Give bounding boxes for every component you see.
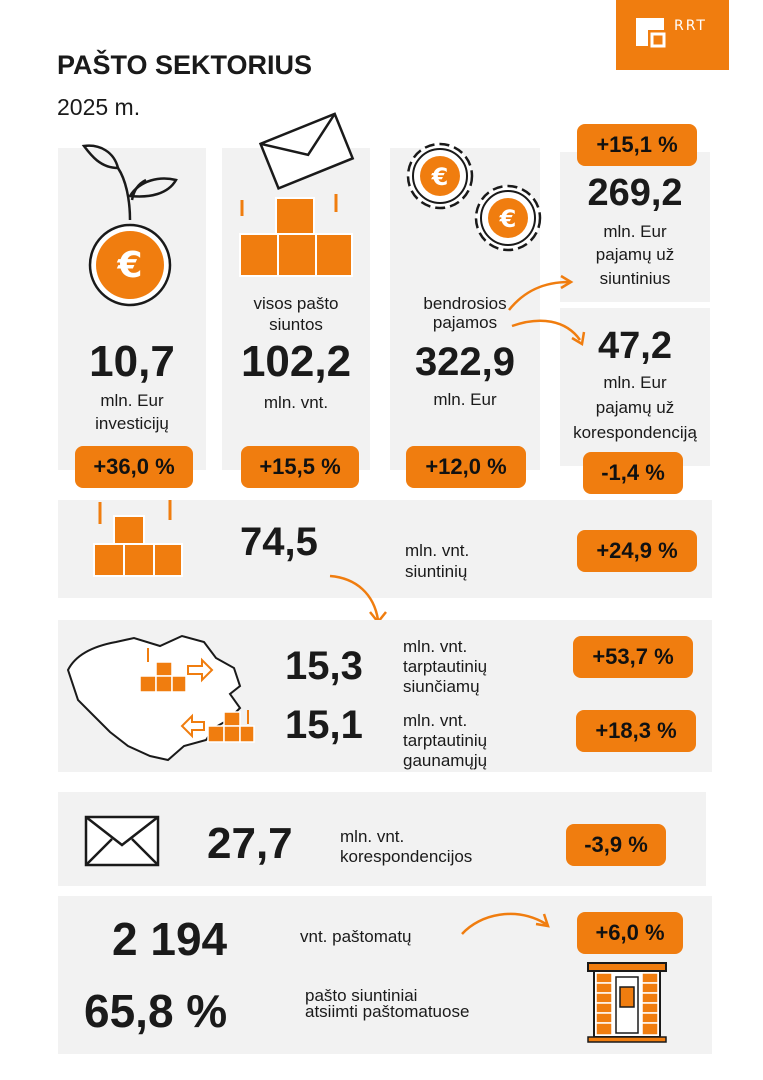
investments-change-badge: +36,0 % — [75, 446, 193, 488]
international-sent-label-3: siunčiamų — [403, 677, 480, 696]
boxes-icon — [93, 500, 183, 577]
logo-text: RRT — [674, 18, 707, 34]
parcel-revenue-change-badge: +15,1 % — [577, 124, 697, 166]
investments-label-1: mln. Eur — [100, 391, 164, 410]
parcels-change-badge: +24,9 % — [577, 530, 697, 572]
revenue-label: mln. Eur — [433, 390, 497, 409]
parcels-value: 74,5 — [240, 520, 318, 564]
international-received-label-3: gaunamųjų — [403, 751, 488, 770]
revenue-value: 322,9 — [414, 340, 516, 384]
parcels-label-2: siuntinių — [405, 562, 468, 581]
lockers-share-label-2: atsiimti paštomatuose — [305, 1002, 470, 1021]
parcels-label-1: mln. vnt. — [405, 541, 470, 560]
lockers-share-label-1: pašto siuntiniai — [305, 986, 418, 1005]
lockers-share-value: 65,8 % — [84, 985, 228, 1037]
logo-mark-icon — [636, 18, 666, 48]
sprout-euro-icon: € — [81, 144, 178, 307]
arrow-to-correspondence-revenue-icon — [511, 319, 586, 347]
parcel-revenue-label-3: siuntinius — [599, 269, 671, 288]
parcel-revenue-value: 269,2 — [587, 172, 683, 214]
revenue-change-badge: +12,0 % — [406, 446, 526, 488]
correspondence-label-1: mln. vnt. — [340, 827, 405, 846]
investments-panel — [58, 148, 206, 470]
rrt-logo: RRT — [616, 0, 729, 70]
lithuania-map-icon — [66, 634, 255, 762]
envelope-boxes-icon — [239, 112, 355, 277]
page-title: PAŠTO SEKTORIUS — [57, 50, 313, 80]
international-received-change-badge: +18,3 % — [576, 710, 696, 752]
parcel-lockers-label: vnt. paštomatų — [300, 927, 412, 946]
international-sent-value: 15,3 — [285, 644, 363, 688]
arrow-to-lockers-change-icon — [461, 912, 550, 935]
investments-value: 10,7 — [89, 337, 175, 386]
international-received-label-1: mln. vnt. — [403, 711, 468, 730]
correspondence-revenue-label-2: pajamų už — [595, 398, 675, 417]
svg-text:€: € — [431, 163, 449, 191]
all-items-value: 102,2 — [240, 337, 352, 386]
all-items-caption-2: siuntos — [269, 315, 323, 334]
all-items-caption-1: visos pašto — [253, 294, 339, 313]
correspondence-change-badge: -3,9 % — [566, 824, 666, 866]
correspondence-label-2: korespondencijos — [340, 847, 473, 866]
page-year: 2025 m. — [57, 94, 141, 120]
envelope-icon — [84, 815, 160, 867]
international-sent-label-2: tarptautinių — [403, 657, 488, 676]
international-received-label-2: tarptautinių — [403, 731, 488, 750]
svg-text:€: € — [499, 205, 517, 233]
correspondence-value: 27,7 — [207, 819, 293, 868]
international-sent-label-1: mln. vnt. — [403, 637, 468, 656]
international-received-value: 15,1 — [285, 703, 363, 747]
parcel-revenue-label-2: pajamų už — [595, 245, 675, 264]
investments-label-2: investicijų — [95, 414, 169, 433]
parcel-locker-icon — [587, 962, 667, 1043]
correspondence-revenue-label-1: mln. Eur — [603, 373, 667, 392]
euro-gears-icon: € € — [406, 142, 542, 252]
revenue-caption-1: bendrosios — [423, 294, 507, 313]
correspondence-revenue-panel — [560, 308, 710, 466]
correspondence-revenue-value: 47,2 — [598, 325, 672, 367]
correspondence-revenue-change-badge: -1,4 % — [583, 452, 683, 494]
parcel-revenue-label-1: mln. Eur — [603, 222, 667, 241]
arrow-to-parcel-revenue-icon — [508, 274, 574, 311]
svg-text:€: € — [116, 245, 142, 286]
revenue-caption-2: pajamos — [432, 313, 498, 332]
parcel-lockers-change-badge: +6,0 % — [577, 912, 683, 954]
parcel-revenue-panel — [560, 152, 710, 302]
all-items-change-badge: +15,5 % — [241, 446, 359, 488]
international-sent-change-badge: +53,7 % — [573, 636, 693, 678]
parcel-lockers-value: 2 194 — [112, 913, 228, 965]
all-items-label: mln. vnt. — [263, 393, 329, 412]
correspondence-revenue-label-3: korespondenciją — [573, 423, 697, 442]
